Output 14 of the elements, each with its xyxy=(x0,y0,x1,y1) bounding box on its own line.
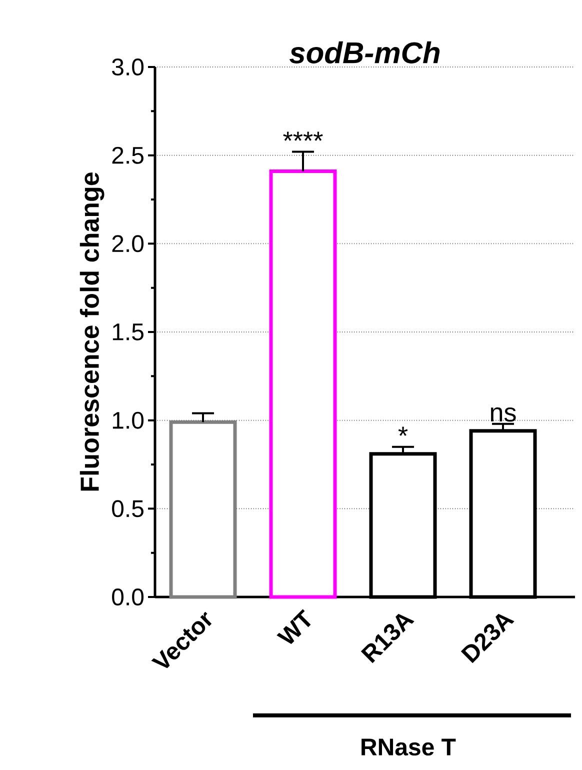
y-tick-label: 0.0 xyxy=(112,588,144,606)
chart-title: sodB-mCh xyxy=(290,41,440,64)
y-tick-label: 1.5 xyxy=(112,324,144,340)
y-tick-label: 1.0 xyxy=(112,412,144,429)
y-axis-title: Fluorescence fold change xyxy=(80,172,104,491)
annotation: ns xyxy=(490,407,516,422)
x-tick-label: WT xyxy=(276,609,311,644)
annotation: * xyxy=(398,426,408,436)
text: RNase T xyxy=(362,738,456,756)
annotation: **** xyxy=(283,132,323,141)
y-tick-label: 2.0 xyxy=(112,235,144,252)
y-tick-label: 0.5 xyxy=(112,500,144,518)
y-tick-label: 2.5 xyxy=(112,146,144,164)
y-tick-label: 3.0 xyxy=(112,58,144,76)
